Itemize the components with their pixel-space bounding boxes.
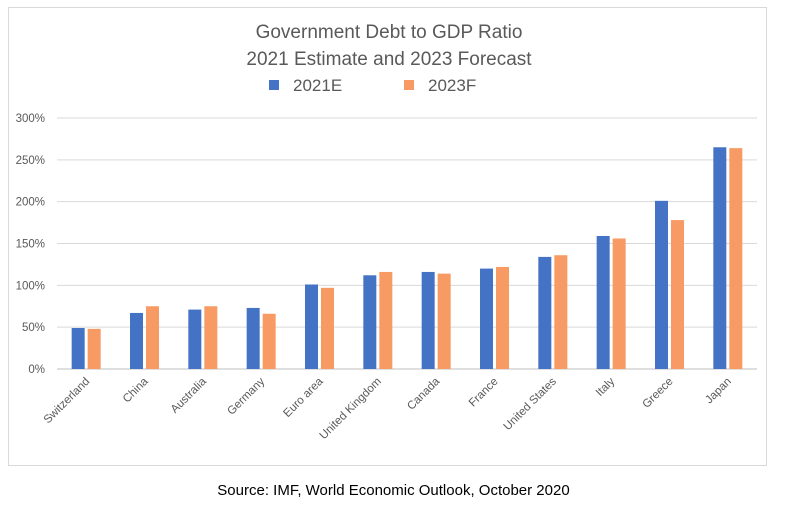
y-tick-label: 50% <box>22 322 45 334</box>
x-tick-label: China <box>121 375 151 405</box>
bar-2021e <box>71 328 85 369</box>
legend-label-2021e: 2021E <box>293 76 342 95</box>
chart-frame <box>8 7 767 466</box>
bar-2021e <box>655 200 668 369</box>
x-tick-label: France <box>467 376 501 410</box>
x-tick-label: United Kingdom <box>318 376 384 442</box>
bar-2021e <box>713 147 727 369</box>
x-tick-label: United States <box>502 375 559 432</box>
y-tick-label: 250% <box>16 155 45 167</box>
bar-2023f <box>437 273 451 369</box>
bar-2021e <box>538 256 552 369</box>
x-tick-label: Canada <box>405 375 442 412</box>
x-tick-label: Japan <box>703 376 734 407</box>
bar-2023f <box>87 328 101 369</box>
bar-2021e <box>480 268 493 369</box>
chart-title-line: Government Debt to GDP Ratio <box>256 22 523 43</box>
source-caption: Source: IMF, World Economic Outlook, Oct… <box>217 482 570 499</box>
bar-2021e <box>596 235 610 369</box>
x-tick-label: Germany <box>225 375 267 417</box>
y-tick-label: 100% <box>16 280 45 292</box>
y-tick-label: 300% <box>16 113 45 125</box>
bar-2021e <box>305 284 318 369</box>
x-tick-label: Italy <box>594 375 618 399</box>
bar-2021e <box>246 307 260 369</box>
bar-2023f <box>146 306 159 369</box>
chart-title-line: 2021 Estimate and 2023 Forecast <box>246 49 532 70</box>
bar-2021e <box>130 312 143 369</box>
bar-2023f <box>496 266 509 369</box>
x-tick-label: Australia <box>169 375 210 416</box>
bar-2023f <box>379 271 393 369</box>
legend-swatch-2023f <box>404 80 414 90</box>
bar-2023f <box>671 220 684 369</box>
bar-2021e <box>363 275 377 369</box>
bar-2023f <box>321 287 334 369</box>
y-tick-label: 200% <box>16 197 45 209</box>
x-tick-label: Euro area <box>281 375 326 420</box>
y-tick-label: 0% <box>28 364 45 376</box>
y-tick-label: 150% <box>16 239 45 251</box>
x-tick-label: Greece <box>640 376 675 411</box>
bar-2023f <box>262 313 276 369</box>
legend-label-2023f: 2023F <box>428 76 476 95</box>
x-tick-label: Switzerland <box>42 376 93 427</box>
bar-2021e <box>188 309 202 369</box>
bar-2023f <box>204 306 218 369</box>
bar-2023f <box>729 148 743 369</box>
bar-2023f <box>554 255 568 369</box>
legend-swatch-2021e <box>269 80 279 90</box>
bar-2021e <box>421 271 435 369</box>
bar-2023f <box>612 238 626 369</box>
bar-chart: Government Debt to GDP Ratio 2021 Estimat… <box>16 22 757 442</box>
